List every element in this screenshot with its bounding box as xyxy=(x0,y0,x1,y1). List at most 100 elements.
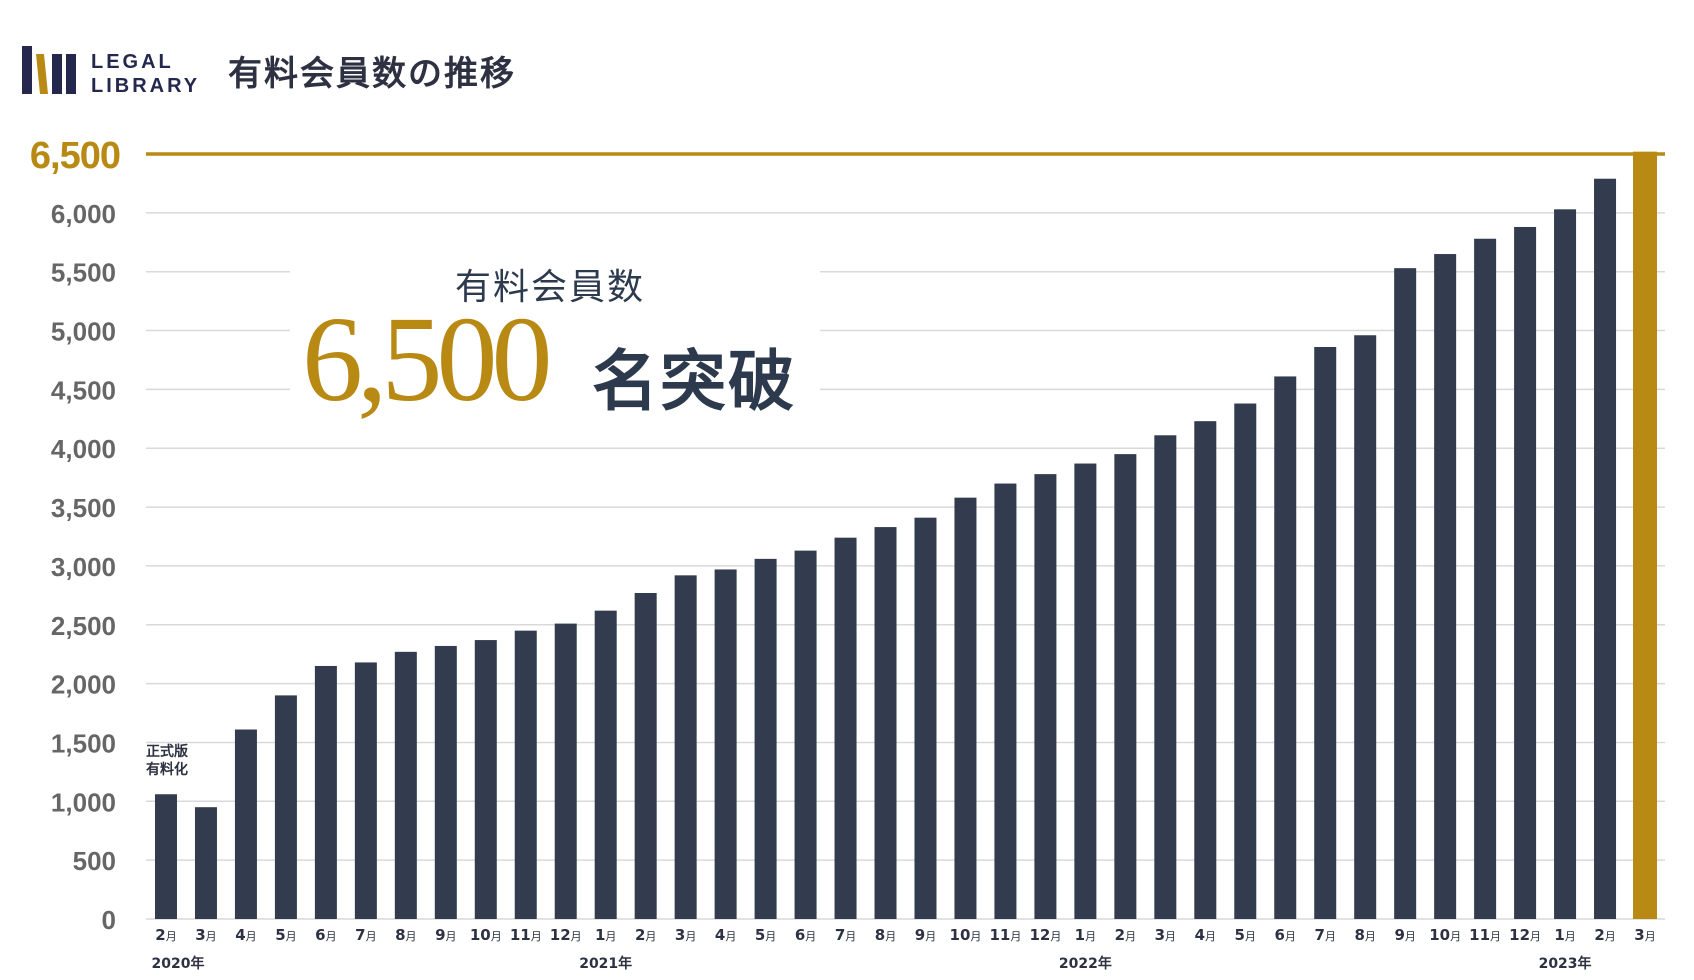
x-tick-label: 9月 xyxy=(435,926,456,944)
bar xyxy=(1594,178,1617,919)
y-tick-label: 1,000 xyxy=(51,787,116,817)
callout-label: 有料会員数 xyxy=(455,267,646,308)
x-tick-label: 9月 xyxy=(915,926,936,944)
x-tick-label: 3月 xyxy=(1155,926,1176,944)
bar xyxy=(434,645,457,919)
x-tick-label: 10月 xyxy=(950,926,982,944)
x-tick-label: 12月 xyxy=(1509,926,1541,944)
bar xyxy=(1394,268,1417,920)
y-tick-label: 4,500 xyxy=(51,375,116,405)
page-title: 有料会員数の推移 xyxy=(228,54,516,94)
y-tick-label: 3,500 xyxy=(51,493,116,523)
bar xyxy=(1354,335,1377,919)
y-tick-label: 5,500 xyxy=(51,258,116,288)
x-tick-label: 9月 xyxy=(1394,926,1415,944)
logo-bars-icon xyxy=(22,46,76,94)
x-tick-label: 1月 xyxy=(1554,926,1575,944)
bar xyxy=(194,807,217,919)
bar xyxy=(1034,474,1057,919)
bar xyxy=(1074,463,1097,919)
y-tick-label: 5,000 xyxy=(51,317,116,347)
x-tick-label: 11月 xyxy=(989,926,1021,944)
bar xyxy=(1194,421,1217,919)
bar xyxy=(1234,403,1257,919)
year-label: 2023年 xyxy=(1539,955,1592,972)
x-tick-label: 3月 xyxy=(675,926,696,944)
y-tick-label: 6,000 xyxy=(51,199,116,229)
bar xyxy=(234,729,257,919)
year-label: 2022年 xyxy=(1059,955,1112,972)
bar xyxy=(914,517,937,919)
x-tick-label: 11月 xyxy=(510,926,542,944)
callout-number: 6,500 xyxy=(302,292,552,427)
bar xyxy=(1314,347,1337,919)
logo-text: LEGAL LIBRARY xyxy=(91,50,200,98)
bar xyxy=(274,695,297,919)
bar xyxy=(514,630,537,919)
x-tick-label: 2月 xyxy=(635,926,656,944)
bar xyxy=(154,794,177,919)
x-tick-label: 7月 xyxy=(355,926,376,944)
bar xyxy=(314,665,337,919)
x-tick-label: 4月 xyxy=(1195,926,1216,944)
first-bar-annotation: 正式版 xyxy=(146,743,188,760)
y-tick-label: 0 xyxy=(102,905,116,935)
bar xyxy=(1434,254,1457,920)
x-tick-label: 5月 xyxy=(1235,926,1256,944)
x-tick-label: 3月 xyxy=(195,926,216,944)
year-label: 2020年 xyxy=(152,955,205,972)
x-tick-label: 10月 xyxy=(470,926,502,944)
target-line-label: 6,500 xyxy=(30,135,120,177)
x-tick-label: 5月 xyxy=(275,926,296,944)
bar xyxy=(754,558,777,919)
bar xyxy=(874,527,897,919)
bar xyxy=(1114,454,1137,919)
y-tick-label: 2,500 xyxy=(51,611,116,641)
callout-backdrop xyxy=(290,250,820,430)
bar xyxy=(1554,209,1577,920)
x-tick-label: 2月 xyxy=(1594,926,1615,944)
y-tick-label: 3,000 xyxy=(51,552,116,582)
bar xyxy=(994,483,1017,919)
bar xyxy=(1474,238,1497,919)
bar xyxy=(954,497,977,919)
bar xyxy=(354,662,377,919)
bar xyxy=(1514,226,1537,919)
x-tick-label: 8月 xyxy=(395,926,416,944)
x-tick-label: 3月 xyxy=(1634,926,1655,944)
callout-suffix: 名突破 xyxy=(592,342,796,420)
logo-line-1: LEGAL xyxy=(91,51,174,73)
x-tick-label: 2月 xyxy=(155,926,176,944)
y-tick-label: 4,000 xyxy=(51,434,116,464)
bar xyxy=(674,575,697,919)
y-tick-label: 2,000 xyxy=(51,670,116,700)
x-tick-label: 12月 xyxy=(1029,926,1061,944)
logo-line-2: LIBRARY xyxy=(91,75,201,97)
x-tick-label: 2月 xyxy=(1115,926,1136,944)
bar xyxy=(1154,435,1177,919)
x-tick-label: 5月 xyxy=(755,926,776,944)
x-tick-label: 10月 xyxy=(1429,926,1461,944)
bar xyxy=(794,550,817,919)
x-tick-label: 1月 xyxy=(595,926,616,944)
bar xyxy=(554,623,577,919)
bar xyxy=(714,569,737,919)
y-tick-label: 500 xyxy=(73,846,116,876)
x-tick-label: 6月 xyxy=(315,926,336,944)
x-tick-label: 8月 xyxy=(1354,926,1375,944)
bar xyxy=(1274,376,1297,919)
x-tick-label: 7月 xyxy=(1315,926,1336,944)
x-tick-label: 12月 xyxy=(550,926,582,944)
bar xyxy=(634,592,657,919)
bar xyxy=(1633,151,1658,920)
bar xyxy=(834,537,857,919)
x-tick-label: 11月 xyxy=(1469,926,1501,944)
bar xyxy=(594,610,617,919)
x-tick-label: 1月 xyxy=(1075,926,1096,944)
x-tick-label: 4月 xyxy=(235,926,256,944)
y-tick-label: 1,500 xyxy=(51,728,116,758)
year-label: 2021年 xyxy=(579,955,632,972)
x-tick-label: 6月 xyxy=(1275,926,1296,944)
x-tick-label: 7月 xyxy=(835,926,856,944)
